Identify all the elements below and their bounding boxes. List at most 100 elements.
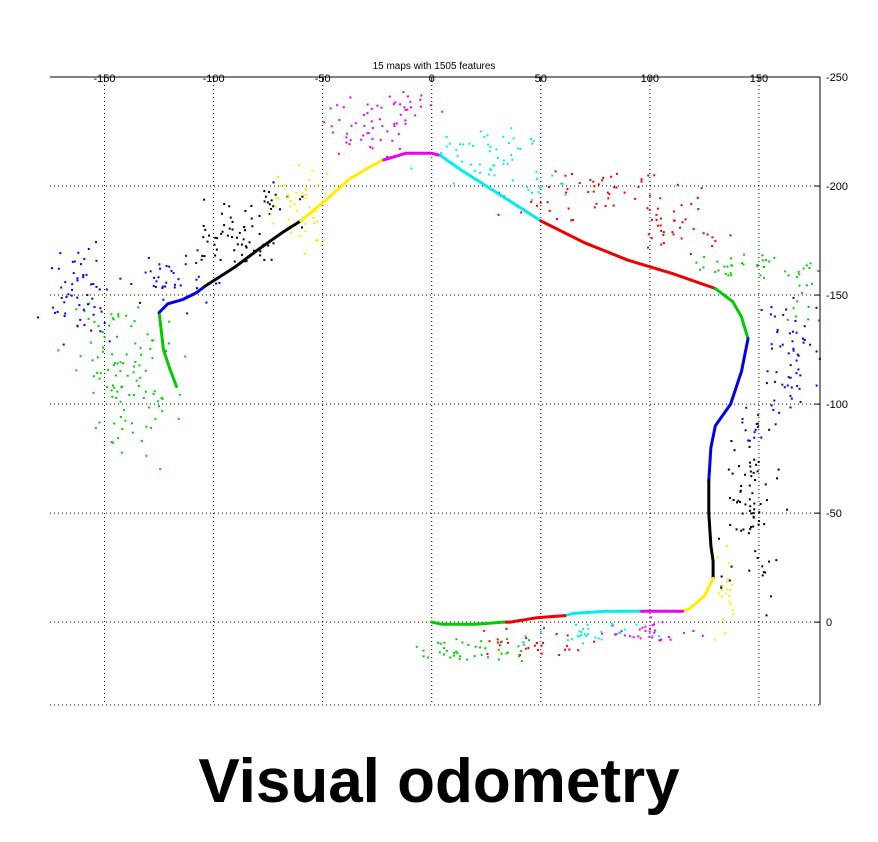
feature-point [728, 562, 731, 565]
x-tick-label: -50 [315, 73, 331, 85]
feature-point [518, 654, 521, 657]
feature-point [531, 198, 534, 201]
feature-point [288, 225, 291, 228]
feature-point [765, 382, 768, 385]
feature-point [486, 134, 489, 137]
feature-point [134, 361, 137, 364]
feature-point [301, 192, 304, 195]
feature-point [795, 372, 798, 375]
feature-point [662, 242, 665, 245]
feature-point [177, 417, 180, 420]
feature-point [778, 411, 781, 414]
feature-point [349, 139, 352, 142]
feature-point [346, 132, 349, 135]
feature-point [714, 239, 717, 242]
feature-point [119, 277, 122, 280]
feature-point [216, 237, 219, 240]
feature-point [763, 276, 766, 279]
feature-point [165, 265, 168, 268]
feature-point [615, 633, 618, 636]
feature-point [259, 254, 262, 257]
feature-point [742, 263, 745, 266]
feature-point [525, 185, 528, 188]
feature-point [484, 647, 487, 650]
feature-point [132, 371, 135, 374]
feature-point [366, 103, 369, 106]
feature-point [776, 331, 779, 334]
feature-point [486, 656, 489, 659]
feature-point [667, 636, 670, 639]
feature-point [659, 197, 662, 200]
feature-point [110, 389, 113, 392]
feature-point [512, 137, 515, 140]
feature-point [445, 649, 448, 652]
y-tick-label: -150 [826, 290, 848, 302]
grid-lines [50, 76, 820, 706]
feature-point [248, 241, 251, 244]
x-tick-label: 50 [535, 73, 547, 85]
feature-point [541, 185, 544, 188]
feature-point [786, 508, 789, 511]
feature-point [90, 283, 93, 286]
feature-point [195, 262, 198, 265]
feature-point [117, 437, 120, 440]
feature-point [263, 258, 266, 261]
feature-point [137, 384, 140, 387]
feature-point [130, 325, 133, 328]
feature-point [148, 406, 151, 409]
feature-point [64, 281, 67, 284]
feature-point [797, 270, 800, 273]
feature-point [117, 313, 120, 316]
feature-point [592, 180, 595, 183]
feature-point [386, 130, 389, 133]
feature-point [161, 410, 164, 413]
feature-point [295, 209, 298, 212]
feature-point [764, 571, 767, 574]
feature-point [548, 209, 551, 212]
feature-point [230, 236, 233, 239]
feature-point [236, 243, 239, 246]
feature-point [653, 174, 656, 177]
feature-point [121, 427, 124, 430]
feature-point [581, 642, 584, 645]
feature-point [593, 185, 596, 188]
feature-point [215, 248, 218, 251]
feature-point [152, 393, 155, 396]
feature-point [787, 274, 790, 277]
axes: -150 -100 -50 0 50 100 150 0 -50 -100 -150 -200 -250 [50, 72, 848, 705]
feature-point [90, 329, 93, 332]
feature-point [487, 173, 490, 176]
feature-point [415, 645, 418, 648]
feature-point [770, 343, 773, 346]
feature-point [274, 197, 277, 200]
feature-point [801, 337, 804, 340]
feature-point [583, 633, 586, 636]
feature-point [243, 229, 246, 232]
feature-point [315, 210, 318, 213]
feature-point [728, 496, 731, 499]
feature-point [86, 294, 89, 297]
feature-point [511, 179, 514, 182]
feature-point [728, 579, 731, 582]
feature-point [152, 285, 155, 288]
feature-point [67, 293, 70, 296]
feature-point [815, 350, 818, 353]
feature-point [506, 651, 509, 654]
feature-point [735, 501, 738, 504]
feature-point [779, 345, 782, 348]
feature-point [57, 267, 60, 270]
feature-point [467, 644, 470, 647]
feature-point [113, 386, 116, 389]
feature-point [71, 260, 74, 263]
feature-point [756, 422, 759, 425]
feature-point [208, 234, 211, 237]
feature-point [197, 275, 200, 278]
feature-point [50, 267, 53, 270]
feature-point [393, 124, 396, 127]
feature-point [815, 306, 818, 309]
feature-point [242, 238, 245, 241]
feature-point [268, 203, 271, 206]
feature-point [133, 320, 136, 323]
feature-point [73, 260, 76, 263]
feature-point [70, 294, 73, 297]
